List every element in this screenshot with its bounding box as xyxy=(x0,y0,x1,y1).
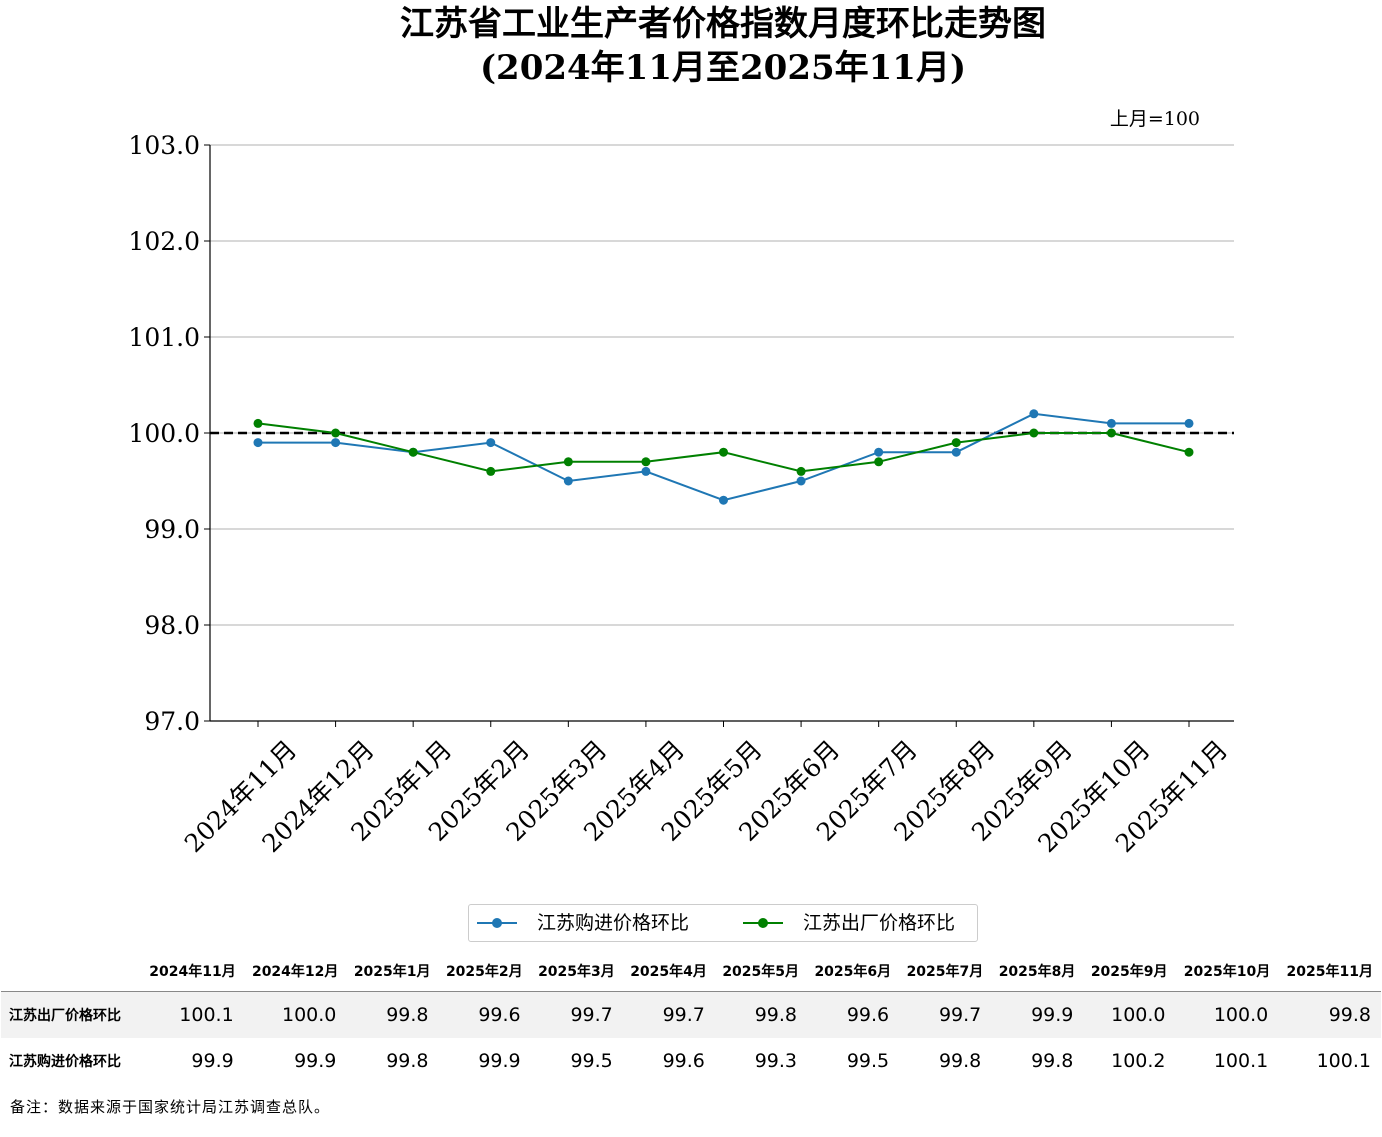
chart-title: 江苏省工业生产者价格指数月度环比走势图 xyxy=(400,4,1046,44)
table-cell: 99.7 xyxy=(899,991,992,1038)
table-header-cell: 2025年6月 xyxy=(807,951,900,992)
series-line-1 xyxy=(257,422,1190,473)
series-1-point xyxy=(408,447,418,457)
table-cell: 99.8 xyxy=(1031,1050,1074,1072)
table-cell: 99.6 xyxy=(662,1050,705,1072)
table-cell: 100.1 xyxy=(1213,1050,1269,1072)
table-cell: 100.1 xyxy=(1316,1050,1371,1072)
table-cell: 99.7 xyxy=(622,991,715,1038)
series-1-point xyxy=(486,466,496,476)
series-line-0 xyxy=(258,412,1189,502)
table-cell: 100.0 xyxy=(243,991,347,1038)
table-cell: 99.3 xyxy=(754,1050,798,1072)
data-table: 2024年11月 2024年12月 2025年1月 2025年2月 2025年3月 202… xyxy=(1,951,1381,1084)
table-header-cell: 2025年10月 xyxy=(1175,951,1279,992)
y-tick-label: 97.0 xyxy=(144,707,200,736)
table-header-cell: 2025年7月 xyxy=(899,951,992,992)
series-1-point xyxy=(253,418,263,428)
series-0-point xyxy=(331,438,341,448)
legend-swatch-purchase xyxy=(477,918,517,928)
series-0-point xyxy=(719,495,728,505)
table-header-cell: 2025年9月 xyxy=(1083,951,1176,992)
legend-swatch-factory xyxy=(743,918,783,928)
chart-subtitle: (2024年11月至2025年11月) xyxy=(479,48,967,88)
line-chart: 上月=10097.098.099.0100.0101.0102.0103.020… xyxy=(128,108,1234,858)
table-cell: 100.2 xyxy=(1111,1050,1166,1072)
series-0-point xyxy=(951,447,961,457)
table-header-cell: 2025年11月 xyxy=(1278,951,1381,992)
table-cell: 99.9 xyxy=(191,1050,234,1072)
table-row: 江苏购进价格环比 99.9 99.9 99.8 99.9 99.5 99.6 99.3 99.5… xyxy=(1,1038,1381,1084)
series-1-point xyxy=(874,457,884,467)
table-cell: 99.5 xyxy=(570,1050,613,1072)
table-cell: 100.0 xyxy=(1083,991,1176,1038)
series-1-point xyxy=(641,457,651,467)
table-header-cell: 2025年2月 xyxy=(438,951,531,992)
legend-label-purchase: 江苏购进价格环比 xyxy=(537,912,690,934)
table-cell: 99.6 xyxy=(807,991,900,1038)
y-tick-label: 101.0 xyxy=(128,323,200,352)
table-cell: 99.9 xyxy=(991,991,1084,1038)
legend: 江苏购进价格环比 江苏出厂价格环比 xyxy=(468,904,978,942)
table-cell: 99.6 xyxy=(438,991,531,1038)
table-header-cell: 2025年5月 xyxy=(714,951,808,992)
table-cell: 99.8 xyxy=(714,991,808,1038)
table-header-cell: 2024年11月 xyxy=(141,951,244,992)
series-0-point xyxy=(1029,409,1039,419)
table-cell: 99.8 xyxy=(1278,991,1381,1038)
table-cell: 99.8 xyxy=(346,991,439,1038)
table-cell: 99.9 xyxy=(294,1050,337,1072)
table-cell: 99.8 xyxy=(386,1050,429,1072)
y-tick-label: 102.0 xyxy=(128,227,200,256)
table-header-cell: 2025年3月 xyxy=(530,951,623,992)
table-header-cell: 2025年8月 xyxy=(991,951,1084,992)
series-0-point xyxy=(563,476,573,486)
y-tick-label: 100.0 xyxy=(128,419,200,448)
series-0-point xyxy=(1184,418,1194,428)
series-0-point xyxy=(641,466,651,476)
table-header-cell: 2024年12月 xyxy=(243,951,347,992)
series-1-point xyxy=(796,466,806,476)
series-0-point xyxy=(253,438,263,448)
table-cell: 99.8 xyxy=(938,1050,982,1072)
unit-note: 上月=100 xyxy=(1110,108,1200,130)
table-cell: 100.1 xyxy=(141,991,244,1038)
table-row-label: 江苏出厂价格环比 xyxy=(1,991,141,1038)
source-note: 备注：数据来源于国家统计局江苏调查总队。 xyxy=(10,1098,331,1116)
table-header-cell: 2025年1月 xyxy=(346,951,439,992)
table-cell: 99.5 xyxy=(846,1050,890,1072)
series-0-point xyxy=(874,447,884,457)
table-cell: 99.7 xyxy=(530,991,623,1038)
series-1-point xyxy=(1184,447,1194,457)
legend-label-factory: 江苏出厂价格环比 xyxy=(803,912,956,934)
table-row-label: 江苏购进价格环比 xyxy=(9,1054,121,1070)
series-0-point xyxy=(796,476,806,486)
series-1-point xyxy=(1029,428,1039,438)
series-1-point xyxy=(1106,428,1116,438)
y-tick-label: 99.0 xyxy=(144,515,200,544)
series-1-point xyxy=(563,457,573,467)
table-cell: 99.9 xyxy=(478,1050,521,1072)
table-corner xyxy=(1,951,141,992)
series-1-point xyxy=(951,438,961,448)
table-row: 江苏出厂价格环比 100.1 100.0 99.8 99.6 99.7 99.7 99.8 99… xyxy=(1,991,1381,1038)
y-tick-label: 98.0 xyxy=(144,611,200,640)
table-header-cell: 2025年4月 xyxy=(622,951,715,992)
series-0-point xyxy=(486,438,496,448)
table-header-row: 2024年11月 2024年12月 2025年1月 2025年2月 2025年3月 202… xyxy=(1,951,1381,992)
series-1-point xyxy=(719,447,728,457)
table-cell: 100.0 xyxy=(1175,991,1279,1038)
series-1-point xyxy=(331,428,341,438)
y-tick-label: 103.0 xyxy=(128,131,200,160)
series-0-point xyxy=(1106,418,1116,428)
